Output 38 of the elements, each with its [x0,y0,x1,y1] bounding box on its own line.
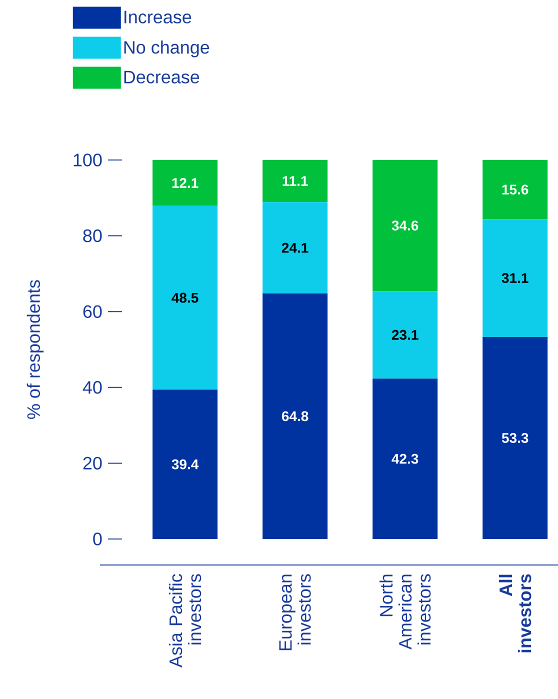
y-axis-title: % of respondents [26,280,44,419]
data-label: 11.1 [282,176,308,186]
bar [262,202,328,294]
data-label: 23.1 [392,330,418,340]
bar [262,293,328,539]
y-tick-label: 100 [74,154,102,166]
bar [482,160,548,220]
x-tick-label: Asia Pacific investors [168,574,202,668]
data-label: 48.5 [172,292,198,303]
x-tick-label: North American investors [379,574,431,650]
bar [152,390,218,539]
legend-label: Increase [124,10,192,24]
data-label: 31.1 [502,273,528,284]
data-label: 12.1 [172,178,198,188]
data-label: 24.1 [282,242,308,253]
x-tick-label: European investors [279,574,311,650]
x-tick-label: All investors [498,574,532,652]
bar [152,206,218,390]
y-tick-label: 0 [93,532,102,546]
bar [152,160,218,206]
data-label: 34.6 [392,220,418,231]
bar [372,291,438,379]
data-label: 42.3 [392,454,418,464]
data-label: 15.6 [502,184,528,195]
legend-label: Decrease [124,70,200,84]
bar [482,219,548,337]
bar [372,378,438,539]
bar [482,336,548,539]
legend-label: No change [124,40,210,58]
data-label: 53.3 [502,433,528,443]
data-label: 39.4 [172,459,199,470]
bar [372,160,438,292]
y-tick-label: 80 [83,229,102,242]
y-tick-label: 40 [82,381,102,394]
data-label: 64.8 [282,411,308,422]
y-tick-label: 60 [83,305,102,318]
bar [262,160,328,202]
y-tick-label: 20 [83,456,102,470]
